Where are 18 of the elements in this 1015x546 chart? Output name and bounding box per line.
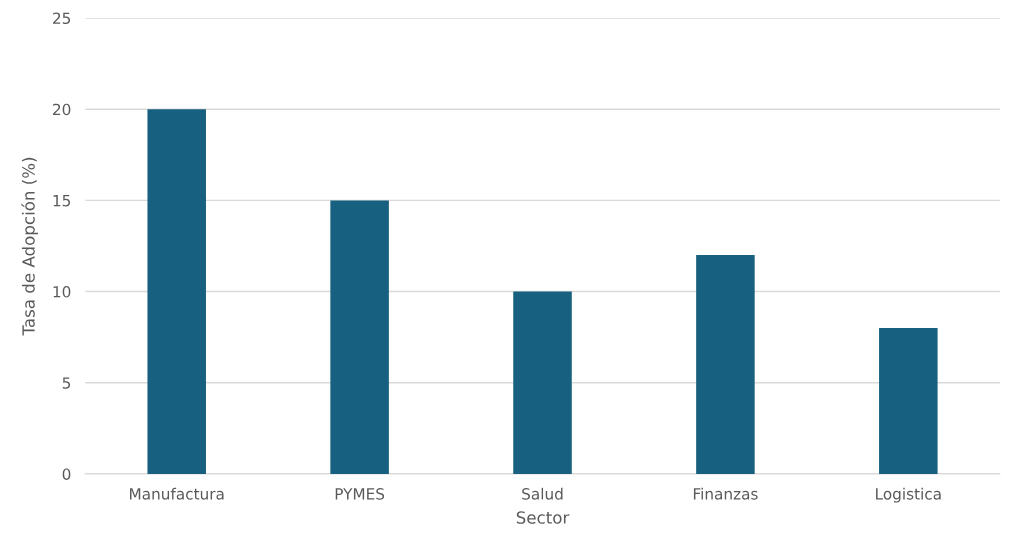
x-tick-label: PYMES <box>335 488 385 500</box>
y-tick-label: 0 <box>62 468 71 480</box>
y-tick-label: 20 <box>53 103 71 116</box>
x-tick-label: Finanzas <box>693 487 758 500</box>
bar <box>513 291 572 474</box>
y-tick-label: 25 <box>53 12 71 25</box>
x-tick-label: Salud <box>522 487 563 500</box>
y-tick-label: 10 <box>53 286 71 298</box>
y-tick-label: 5 <box>62 377 71 389</box>
bar <box>879 328 938 474</box>
bar <box>147 109 206 474</box>
x-axis-title: Sector <box>516 511 570 524</box>
bar <box>330 200 389 474</box>
x-tick-label: Manufactura <box>130 487 224 500</box>
bar <box>696 255 755 474</box>
x-tick-label: Logistica <box>876 487 941 503</box>
y-axis-title: Tasa de Adopción (%) <box>21 157 39 336</box>
y-tick-label: 15 <box>53 195 71 207</box>
